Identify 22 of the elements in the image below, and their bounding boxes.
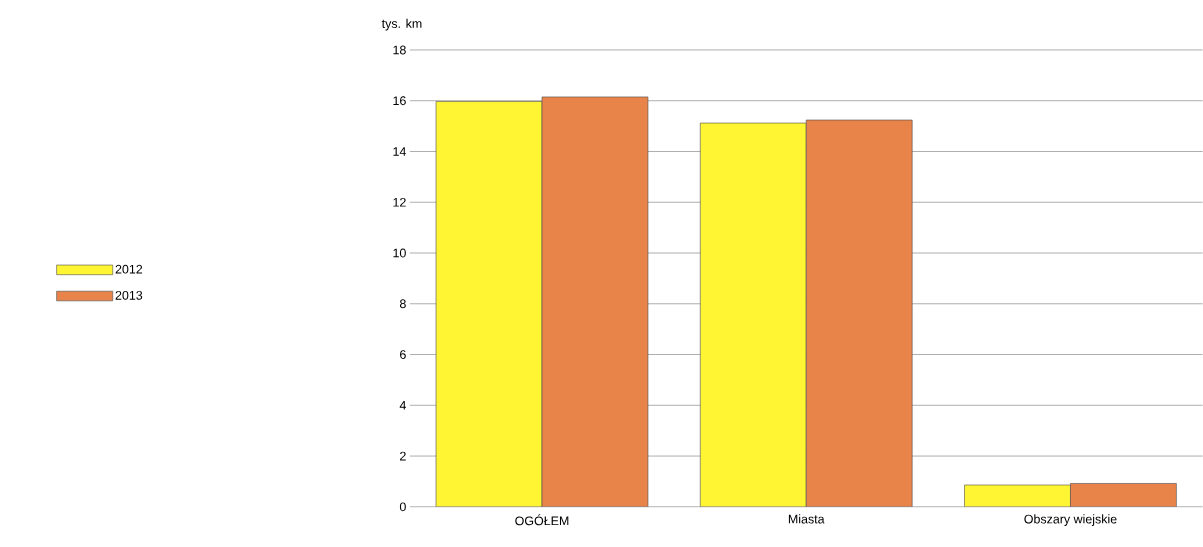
bar	[805, 119, 913, 507]
x-tick-label: Obszary wiejskie	[1024, 514, 1117, 527]
y-tick-label: 18	[393, 45, 406, 55]
y-axis-title: tys. km	[381, 18, 422, 31]
y-tick-label: 6	[400, 350, 406, 360]
y-tick-label: 16	[393, 96, 406, 106]
y-tick-label: 10	[393, 248, 406, 258]
bar	[699, 122, 807, 507]
y-tick-label: 2	[400, 451, 406, 461]
bar	[964, 484, 1071, 507]
y-tick-label: 0	[399, 502, 406, 512]
y-tick-label: 12	[393, 198, 406, 207]
x-tick-label: Miasta	[788, 514, 825, 524]
x-tick-label: OGÓŁEM	[515, 514, 569, 526]
bar	[1070, 483, 1177, 507]
bar	[436, 101, 542, 507]
y-tick-label: 8	[399, 299, 406, 309]
y-tick-label: 4	[399, 401, 406, 410]
bar	[541, 97, 648, 507]
legend-label: 2013	[115, 291, 143, 300]
legend-label: 2012	[115, 264, 143, 274]
y-tick-label: 14	[393, 147, 406, 156]
